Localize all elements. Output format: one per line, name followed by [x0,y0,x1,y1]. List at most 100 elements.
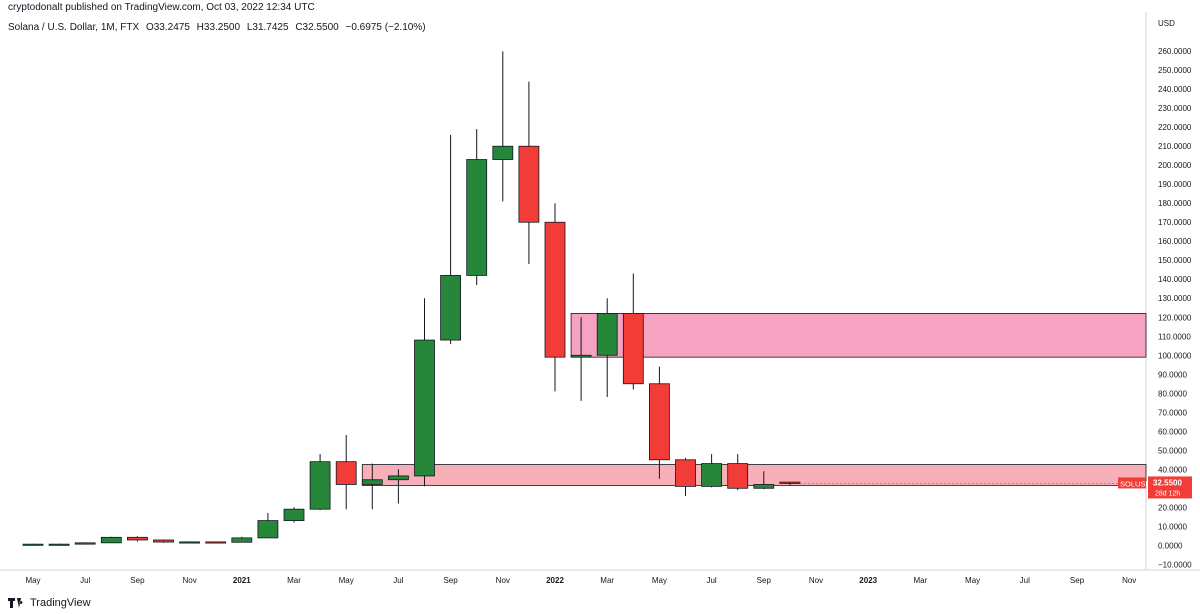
candle-down[interactable] [779,481,801,484]
price-tick-label: 0.0000 [1158,541,1183,550]
time-tick-label: May [339,576,354,585]
time-tick-label: Nov [1122,576,1136,585]
price-tick-label: 60.0000 [1158,427,1187,436]
candle-up[interactable] [22,543,44,546]
candle-up[interactable] [701,463,722,487]
candle-down[interactable] [622,313,644,385]
candle-up[interactable] [179,541,201,544]
price-tick-label: 190.0000 [1158,180,1192,189]
time-tick-label: Jul [393,576,403,585]
open-value: O33.2475 [145,22,190,33]
symbol-tag-bg [1118,477,1146,489]
price-tick-label: 210.0000 [1158,142,1192,151]
price-tick-label: 160.0000 [1158,237,1192,246]
time-tick-label: 2022 [546,576,564,585]
resistance-zone-upper [570,313,1147,358]
time-tick-label: Sep [1070,576,1085,585]
price-tick-label: 10.0000 [1158,522,1187,531]
time-tick-label: Nov [809,576,823,585]
candle-up[interactable] [231,537,253,543]
candle-up[interactable] [414,339,435,477]
candle-up[interactable] [387,475,409,481]
time-tick-label: Jul [706,576,716,585]
time-tick-label: Sep [443,576,458,585]
candle-down[interactable] [518,145,540,223]
candle-up[interactable] [361,479,383,485]
time-tick-label: Jul [80,576,90,585]
price-tick-label: 120.0000 [1158,313,1192,322]
price-tick-label: 200.0000 [1158,161,1192,170]
candle-down[interactable] [127,536,148,541]
price-tag-value: 32.5500 [1153,478,1182,487]
brand-name: TradingView [30,597,91,609]
price-tick-label: 140.0000 [1158,275,1192,284]
price-tick-label: 170.0000 [1158,218,1192,227]
support-zone-lower [361,464,1147,486]
price-tick-label: 180.0000 [1158,199,1192,208]
time-tick-label: May [965,576,980,585]
time-tick-label: Jul [1020,576,1030,585]
change-value: −0.6975 (−2.10%) [345,22,426,33]
time-tick-label: Mar [600,576,614,585]
candle-up[interactable] [440,275,462,341]
time-tick-label: May [25,576,40,585]
time-tick-label: Mar [914,576,928,585]
time-tick-label: May [652,576,667,585]
price-tick-label: 260.0000 [1158,47,1192,56]
candle-up[interactable] [257,520,279,539]
footer-brand[interactable]: TradingView [8,597,91,609]
candle-down[interactable] [153,539,174,543]
candle-up[interactable] [48,543,70,546]
candle-down[interactable] [649,383,670,461]
time-tick-label: 2023 [859,576,877,585]
time-tick-label: Nov [182,576,196,585]
price-tick-label: 250.0000 [1158,66,1192,75]
price-tick-label: 130.0000 [1158,294,1192,303]
price-tick-label: 40.0000 [1158,465,1187,474]
high-value: H33.2500 [196,22,241,33]
price-tick-label: 220.0000 [1158,123,1192,132]
ohlc-legend: Solana / U.S. Dollar, 1M, FTX O33.2475 H… [8,22,430,33]
price-tick-label: 20.0000 [1158,503,1187,512]
price-tick-label: 100.0000 [1158,351,1192,360]
price-tick-label: −10.0000 [1158,560,1192,569]
candle-down[interactable] [544,221,566,358]
candle-down[interactable] [727,463,749,489]
price-tag-countdown: 28d 12h [1155,490,1180,497]
candle-up[interactable] [492,145,514,160]
candle-up[interactable] [466,159,488,276]
candle-down[interactable] [335,461,357,485]
candle-up[interactable] [100,536,122,544]
price-tick-label: 50.0000 [1158,446,1187,455]
tradingview-logo-icon [8,598,23,608]
currency-label: USD [1158,19,1175,28]
candle-up[interactable] [570,354,592,358]
time-tick-label: Sep [130,576,145,585]
price-tick-label: 90.0000 [1158,370,1187,379]
candle-up[interactable] [596,313,618,356]
price-tick-label: 240.0000 [1158,85,1192,94]
candle-up[interactable] [74,542,96,545]
price-tick-label: 230.0000 [1158,104,1192,113]
symbol-tag: SOLUSD [1120,479,1151,488]
time-tick-label: 2021 [233,576,251,585]
time-tick-label: Nov [496,576,510,585]
price-tag-bg [1148,476,1192,499]
candle-up[interactable] [283,508,305,521]
price-tick-label: 70.0000 [1158,408,1187,417]
time-tick-label: Sep [757,576,772,585]
candle-up[interactable] [753,484,775,489]
close-value: C32.5500 [295,22,339,33]
low-value: L31.7425 [246,22,289,33]
candle-up[interactable] [309,461,331,510]
price-tick-label: 150.0000 [1158,256,1192,265]
price-tick-label: 110.0000 [1158,332,1191,341]
candle-down[interactable] [675,459,696,487]
time-tick-label: Mar [287,576,301,585]
candle-down[interactable] [205,541,227,544]
symbol-line: Solana / U.S. Dollar, 1M, FTX [8,22,140,33]
price-tick-label: 80.0000 [1158,389,1187,398]
published-line: cryptodonalt published on TradingView.co… [8,2,315,13]
